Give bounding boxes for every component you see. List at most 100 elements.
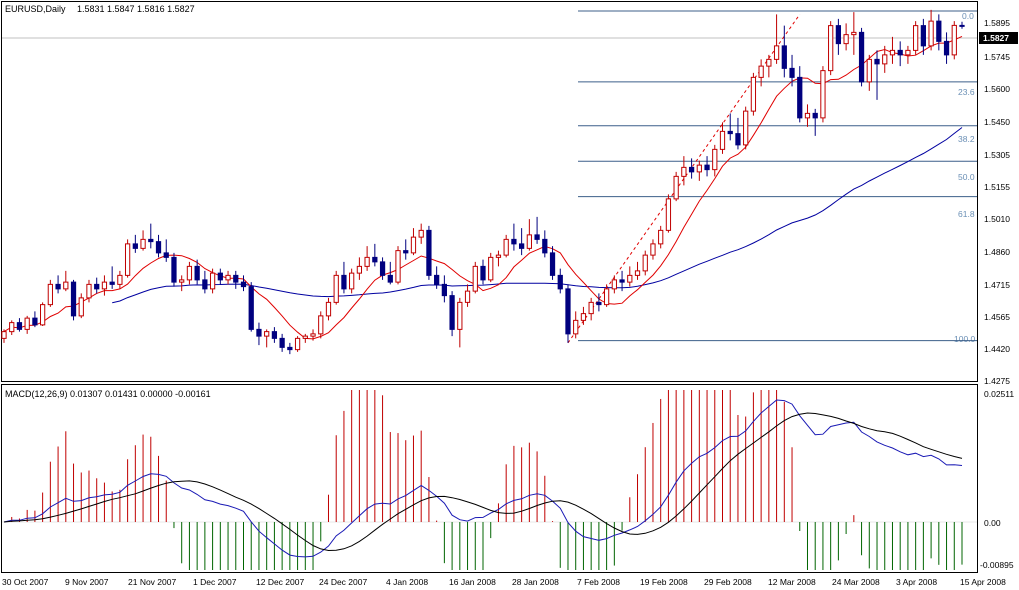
candle-body <box>673 175 679 200</box>
candle-body <box>225 274 231 281</box>
macd-tick: -0.00895 <box>980 560 1014 570</box>
date-label: 24 Dec 2007 <box>319 577 367 587</box>
price-tick: 1.5745 <box>984 52 1010 62</box>
candle-body <box>434 274 440 285</box>
candle-body <box>812 112 818 119</box>
candlesticks <box>1 9 965 355</box>
price-tick: 1.5895 <box>984 18 1010 28</box>
candle-body <box>264 331 270 337</box>
date-label: 9 Nov 2007 <box>65 577 109 587</box>
price-tick: 1.4275 <box>984 376 1010 386</box>
candle-body <box>542 238 548 254</box>
candle-body <box>843 34 849 45</box>
candle-body <box>920 25 926 47</box>
price-tick: 1.5600 <box>984 84 1010 94</box>
macd-line <box>3 399 963 558</box>
candle-body <box>70 281 77 317</box>
candle-body <box>472 265 478 292</box>
candle-body <box>233 274 239 283</box>
candle-body <box>735 133 741 146</box>
candle-body <box>712 148 718 171</box>
date-label: 1 Dec 2007 <box>193 577 237 587</box>
candle-body <box>202 279 208 290</box>
price-tick: 1.4420 <box>984 344 1010 354</box>
candle-body <box>727 130 733 135</box>
candle-body <box>874 58 880 65</box>
fibonacci-retracement[interactable] <box>567 10 977 344</box>
candle-body <box>928 20 934 47</box>
candle-body <box>642 254 648 272</box>
candle-body <box>696 164 702 173</box>
candle-body <box>101 281 108 290</box>
candle-body <box>364 256 370 267</box>
candle-body <box>866 58 872 83</box>
date-label: 4 Jan 2008 <box>386 577 428 587</box>
chart-header-ohlc: 1.5831 1.5847 1.5816 1.5827 <box>77 4 195 14</box>
candle-body <box>294 337 301 351</box>
candle-body <box>905 49 911 56</box>
date-label: 19 Feb 2008 <box>640 577 688 587</box>
macd-axis: 0.02511 0.00 -0.00895 <box>980 389 1014 570</box>
candle-body <box>549 252 556 276</box>
candle-body <box>271 331 278 339</box>
candle-body <box>341 274 347 290</box>
candle-body <box>480 265 486 281</box>
fib-label: 0.0 <box>962 11 974 21</box>
candle-body <box>186 265 193 281</box>
candle-body <box>155 241 162 254</box>
candle-body <box>32 317 38 326</box>
candle-body <box>882 54 888 65</box>
date-label: 29 Feb 2008 <box>704 577 752 587</box>
candle-body <box>858 31 865 83</box>
date-label: 24 Mar 2008 <box>832 577 880 587</box>
candle-body <box>936 20 942 42</box>
candle-body <box>325 301 332 317</box>
candle-body <box>63 281 69 290</box>
candle-body <box>86 283 92 299</box>
candle-body <box>519 243 525 249</box>
candle-body <box>588 301 594 315</box>
candle-body <box>681 166 687 177</box>
candle-body <box>457 301 463 330</box>
candle-body <box>943 40 950 56</box>
candle-body <box>179 279 185 283</box>
candle-body <box>526 234 532 249</box>
price-tick: 1.5305 <box>984 150 1010 160</box>
candle-body <box>534 234 540 240</box>
date-label: 7 Feb 2008 <box>577 577 620 587</box>
current-price-label: 1.5827 <box>983 33 1009 43</box>
candle-body <box>658 229 664 245</box>
candle-body <box>349 272 355 290</box>
candle-body <box>596 301 602 306</box>
candle-body <box>511 238 517 245</box>
candle-body <box>372 256 378 263</box>
candle-body <box>47 283 53 306</box>
candle-body <box>1 331 7 339</box>
date-label: 12 Mar 2008 <box>768 577 816 587</box>
fib-label: 38.2 <box>958 134 975 144</box>
candle-body <box>410 236 417 254</box>
candle-body <box>302 335 308 339</box>
candle-body <box>488 256 494 281</box>
candle-body <box>573 319 579 335</box>
candle-body <box>797 76 803 119</box>
date-label: 12 Dec 2007 <box>256 577 304 587</box>
candle-body <box>94 283 100 290</box>
candle-body <box>426 229 432 276</box>
date-axis: 30 Oct 2007 9 Nov 2007 21 Nov 2007 1 Dec… <box>2 577 1006 587</box>
candle-body <box>78 297 84 317</box>
candle-body <box>132 243 138 249</box>
candle-body <box>279 337 285 348</box>
candle-body <box>163 252 169 258</box>
candle-body <box>464 290 471 303</box>
date-label: 15 Apr 2008 <box>960 577 1006 587</box>
candle-body <box>851 31 857 36</box>
candle-body <box>248 286 254 330</box>
candle-body <box>387 274 393 283</box>
fib-label: 61.8 <box>958 209 975 219</box>
candle-body <box>124 243 131 276</box>
macd-header: MACD(12,26,9) 0.01307 0.01431 0.00000 -0… <box>5 389 211 399</box>
candle-body <box>55 283 61 290</box>
